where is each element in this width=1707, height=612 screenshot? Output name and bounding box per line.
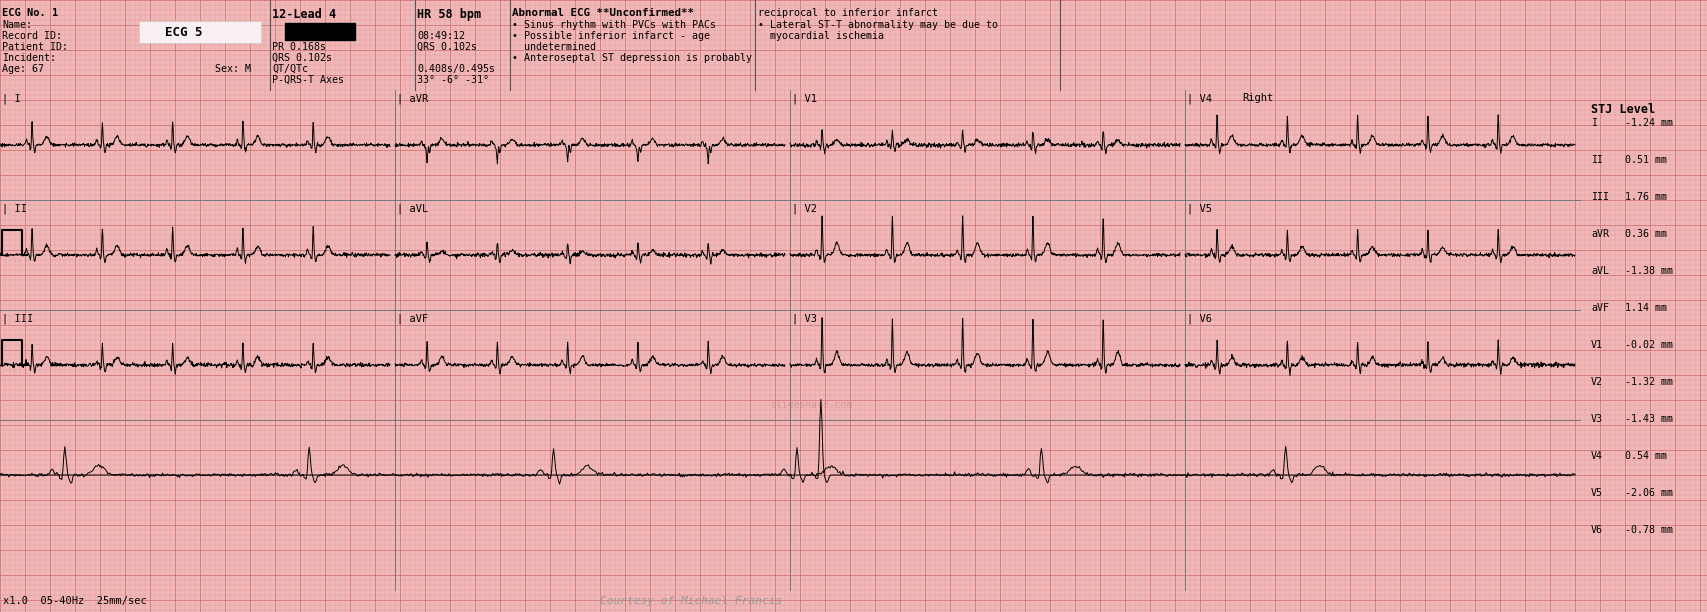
Text: P-QRS-T Axes: P-QRS-T Axes xyxy=(271,75,343,85)
Text: -1.38 mm: -1.38 mm xyxy=(1623,266,1673,276)
Text: QT/QTc: QT/QTc xyxy=(271,64,307,74)
Text: Courtesy of Michael Francis: Courtesy of Michael Francis xyxy=(599,596,782,606)
Text: V1: V1 xyxy=(1589,340,1603,350)
Text: Age: 67: Age: 67 xyxy=(2,64,44,74)
Text: | V5: | V5 xyxy=(1186,203,1212,214)
Text: reciprocal to inferior infarct: reciprocal to inferior infarct xyxy=(758,8,937,18)
Text: -0.02 mm: -0.02 mm xyxy=(1623,340,1673,350)
Text: 33° -6° -31°: 33° -6° -31° xyxy=(417,75,488,85)
Text: | aVF: | aVF xyxy=(396,313,428,324)
Text: 0.51 mm: 0.51 mm xyxy=(1623,155,1666,165)
Text: Record ID:: Record ID: xyxy=(2,31,61,41)
Text: Name:: Name: xyxy=(2,20,32,30)
Text: | V2: | V2 xyxy=(792,203,816,214)
Text: aVR: aVR xyxy=(1589,229,1608,239)
Text: | aVR: | aVR xyxy=(396,93,428,103)
Text: • Possible inferior infarct - age: • Possible inferior infarct - age xyxy=(512,31,710,41)
Text: -1.32 mm: -1.32 mm xyxy=(1623,377,1673,387)
Text: V5: V5 xyxy=(1589,488,1603,498)
Text: -0.78 mm: -0.78 mm xyxy=(1623,525,1673,535)
Text: | III: | III xyxy=(2,313,32,324)
Text: aVF: aVF xyxy=(1589,303,1608,313)
Text: | V3: | V3 xyxy=(792,313,816,324)
Text: II: II xyxy=(1589,155,1603,165)
Text: | I: | I xyxy=(2,93,20,103)
Text: QRS 0.102s: QRS 0.102s xyxy=(417,42,476,52)
Text: Right: Right xyxy=(1241,93,1272,103)
Text: 12-Lead 4: 12-Lead 4 xyxy=(271,8,336,21)
Text: STJ Level: STJ Level xyxy=(1589,103,1654,116)
Text: 1.14 mm: 1.14 mm xyxy=(1623,303,1666,313)
Text: I: I xyxy=(1589,118,1596,128)
Text: V4: V4 xyxy=(1589,451,1603,461)
Text: Sex: M: Sex: M xyxy=(215,64,251,74)
Text: | V1: | V1 xyxy=(792,93,816,103)
Text: QRS 0.102s: QRS 0.102s xyxy=(271,53,331,63)
Text: III: III xyxy=(1589,192,1608,202)
Text: slideshare.com: slideshare.com xyxy=(770,400,852,410)
Text: HR 58 bpm: HR 58 bpm xyxy=(417,8,481,21)
Text: x1.0  05-40Hz  25mm/sec: x1.0 05-40Hz 25mm/sec xyxy=(3,596,147,606)
Text: • Lateral ST-T abnormality may be due to: • Lateral ST-T abnormality may be due to xyxy=(758,20,997,30)
Bar xyxy=(285,23,355,40)
Text: Incident:: Incident: xyxy=(2,53,56,63)
Text: myocardial ischemia: myocardial ischemia xyxy=(758,31,884,41)
Text: | V4: | V4 xyxy=(1186,93,1212,103)
Text: ECG No. 1: ECG No. 1 xyxy=(2,8,58,18)
Text: V6: V6 xyxy=(1589,525,1603,535)
Text: 08:49:12: 08:49:12 xyxy=(417,31,464,41)
Text: V2: V2 xyxy=(1589,377,1603,387)
Text: Abnormal ECG **Unconfirmed**: Abnormal ECG **Unconfirmed** xyxy=(512,8,693,18)
Text: aVL: aVL xyxy=(1589,266,1608,276)
Text: -1.24 mm: -1.24 mm xyxy=(1623,118,1673,128)
Text: -1.43 mm: -1.43 mm xyxy=(1623,414,1673,424)
Text: 0.408s/0.495s: 0.408s/0.495s xyxy=(417,64,495,74)
Text: | V6: | V6 xyxy=(1186,313,1212,324)
Text: 0.36 mm: 0.36 mm xyxy=(1623,229,1666,239)
Text: V3: V3 xyxy=(1589,414,1603,424)
Text: -2.06 mm: -2.06 mm xyxy=(1623,488,1673,498)
Text: | II: | II xyxy=(2,203,27,214)
Text: undetermined: undetermined xyxy=(512,42,596,52)
Text: • Sinus rhythm with PVCs with PACs: • Sinus rhythm with PVCs with PACs xyxy=(512,20,715,30)
Text: 0.54 mm: 0.54 mm xyxy=(1623,451,1666,461)
FancyBboxPatch shape xyxy=(138,21,261,43)
Text: | aVL: | aVL xyxy=(396,203,428,214)
Text: PR 0.168s: PR 0.168s xyxy=(271,42,326,52)
Text: Patient ID:: Patient ID: xyxy=(2,42,68,52)
Text: • Anteroseptal ST depression is probably: • Anteroseptal ST depression is probably xyxy=(512,53,751,63)
Text: ECG 5: ECG 5 xyxy=(166,26,203,40)
Text: 1.76 mm: 1.76 mm xyxy=(1623,192,1666,202)
